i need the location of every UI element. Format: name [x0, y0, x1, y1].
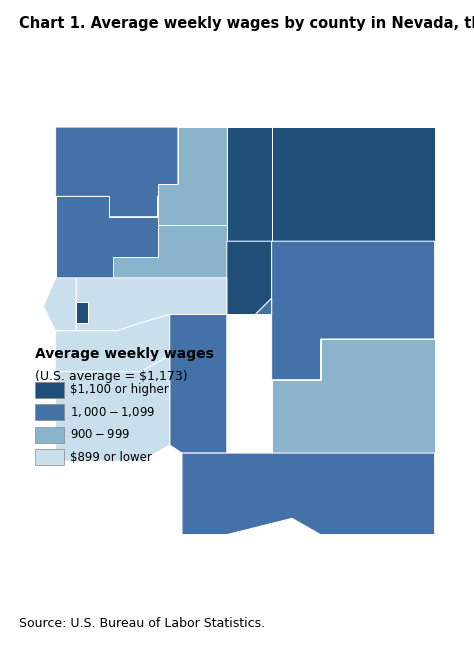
Polygon shape	[227, 127, 272, 241]
Polygon shape	[76, 302, 88, 323]
Text: $1,100 or higher: $1,100 or higher	[70, 383, 169, 396]
Polygon shape	[272, 339, 435, 453]
Polygon shape	[227, 241, 272, 314]
Bar	[35, 404, 64, 420]
Polygon shape	[272, 127, 435, 241]
Polygon shape	[44, 278, 76, 331]
Text: (U.S. average = $1,173): (U.S. average = $1,173)	[35, 369, 188, 382]
Text: $900 - $999: $900 - $999	[70, 428, 130, 441]
Bar	[35, 449, 64, 465]
Polygon shape	[55, 127, 178, 216]
Text: Average weekly wages: Average weekly wages	[35, 347, 214, 361]
Polygon shape	[55, 314, 170, 371]
Text: Source: U.S. Bureau of Labor Statistics.: Source: U.S. Bureau of Labor Statistics.	[19, 617, 265, 630]
Polygon shape	[76, 278, 227, 331]
Polygon shape	[55, 196, 157, 278]
Polygon shape	[157, 127, 227, 225]
Polygon shape	[113, 225, 227, 278]
Polygon shape	[55, 356, 170, 461]
Polygon shape	[141, 314, 227, 453]
Bar	[35, 426, 64, 443]
Text: $1,000 - $1,099: $1,000 - $1,099	[70, 405, 155, 419]
Text: $899 or lower: $899 or lower	[70, 451, 152, 464]
Text: Chart 1. Average weekly wages by county in Nevada, third quarter 2020: Chart 1. Average weekly wages by county …	[19, 16, 474, 31]
Polygon shape	[182, 453, 435, 535]
Polygon shape	[255, 241, 435, 380]
Bar	[35, 382, 64, 398]
